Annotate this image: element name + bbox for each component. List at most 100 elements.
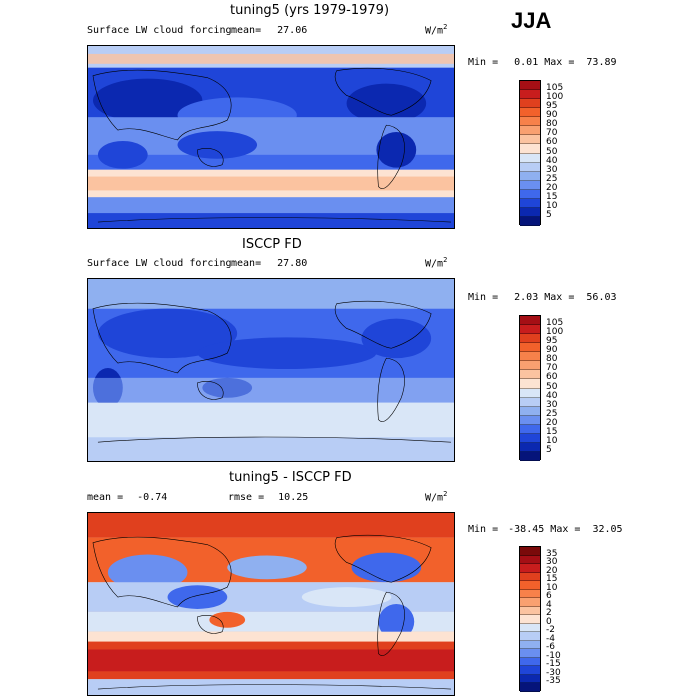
colorbar-label: 90	[546, 110, 558, 121]
panel-3-colorbar	[519, 546, 541, 692]
colorbar-label: 70	[546, 128, 558, 139]
colorbar-label: 15	[546, 191, 558, 202]
panel-2-mean-label: mean=	[231, 258, 262, 269]
colorbar-label: 100	[546, 92, 564, 103]
colorbar-cell	[520, 189, 540, 199]
colorbar-label: 105	[546, 318, 564, 329]
panel-2-max-label: Max =	[544, 292, 575, 303]
panel-3-units: W/m2	[425, 490, 447, 503]
colorbar-cell	[520, 666, 540, 675]
panel-3-minmax: Min = -38.45 Max = 32.05	[468, 524, 623, 535]
colorbar-cell	[520, 99, 540, 109]
colorbar-cell	[520, 198, 540, 208]
colorbar-cell	[520, 406, 540, 416]
colorbar-cell	[520, 649, 540, 658]
panel-2-units-base: W/m	[425, 258, 444, 270]
panel-1-mean-value: 27.06	[277, 25, 308, 36]
colorbar-cell	[520, 606, 540, 616]
colorbar-cell	[520, 135, 540, 145]
panel-3-mean: mean = -0.74	[87, 492, 167, 503]
colorbar-label: 2	[546, 608, 552, 619]
panel-3-rmse-label: rmse =	[228, 492, 265, 503]
colorbar-label: 25	[546, 173, 558, 184]
colorbar-label: 5	[546, 209, 552, 220]
colorbar-label: 60	[546, 137, 558, 148]
panel-3-rmse-value: 10.25	[278, 492, 309, 503]
colorbar-cell	[520, 352, 540, 362]
colorbar-label: 15	[546, 574, 558, 585]
panel-1-variable: Surface LW cloud forcing	[87, 25, 232, 36]
colorbar-cell	[520, 674, 540, 684]
colorbar-label: 60	[546, 372, 558, 383]
panel-1-max-label: Max =	[544, 57, 575, 68]
colorbar-cell	[520, 334, 540, 344]
panel-1-map-svg	[88, 46, 454, 228]
panel-1-map	[87, 45, 455, 229]
colorbar-cell	[520, 379, 540, 389]
panel-2-mean-value: 27.80	[277, 258, 308, 269]
colorbar-label: -35	[546, 676, 561, 687]
colorbar-label: 15	[546, 426, 558, 437]
colorbar-cell	[520, 581, 540, 590]
colorbar-cell	[520, 162, 540, 172]
colorbar-label: 100	[546, 327, 564, 338]
colorbar-label: 4	[546, 599, 552, 610]
colorbar-label: -30	[546, 667, 561, 678]
colorbar-cell	[520, 325, 540, 335]
colorbar-cell	[520, 424, 540, 434]
panel-2-units-exp: 2	[443, 256, 448, 264]
colorbar-cell	[520, 153, 540, 163]
panel-1-units-base: W/m	[425, 25, 444, 37]
colorbar-cell	[520, 171, 540, 181]
colorbar-cell	[520, 316, 540, 326]
panel-3-map	[87, 512, 455, 696]
panel-3-units-exp: 2	[443, 490, 448, 498]
panel-3-min-label: Min =	[468, 524, 499, 535]
colorbar-label: -4	[546, 633, 555, 644]
colorbar-cell	[520, 572, 540, 582]
colorbar-cell	[520, 433, 540, 443]
colorbar-cell	[520, 216, 540, 226]
colorbar-label: 20	[546, 182, 558, 193]
colorbar-cell	[520, 683, 540, 692]
colorbar-label: 70	[546, 363, 558, 374]
colorbar-label: 10	[546, 200, 558, 211]
colorbar-label: 95	[546, 101, 558, 112]
colorbar-label: 50	[546, 146, 558, 157]
season-label: JJA	[511, 8, 552, 33]
colorbar-cell	[520, 343, 540, 353]
colorbar-cell	[520, 126, 540, 136]
colorbar-cell	[520, 615, 540, 624]
colorbar-label: 50	[546, 381, 558, 392]
colorbar-cell	[520, 555, 540, 565]
colorbar-label: -6	[546, 642, 555, 653]
colorbar-label: 0	[546, 616, 552, 627]
colorbar-cell	[520, 361, 540, 371]
colorbar-cell	[520, 623, 540, 633]
panel-3-map-svg	[88, 513, 454, 695]
colorbar-label: 30	[546, 164, 558, 175]
colorbar-label: -2	[546, 625, 555, 636]
colorbar-cell	[520, 108, 540, 118]
colorbar-label: 10	[546, 435, 558, 446]
colorbar-cell	[520, 207, 540, 217]
panel-3-title: tuning5 - ISCCP FD	[229, 470, 352, 485]
colorbar-cell	[520, 397, 540, 407]
panel-3-max-value: 32.05	[592, 524, 623, 535]
colorbar-cell	[520, 451, 540, 461]
colorbar-label: 25	[546, 408, 558, 419]
colorbar-cell	[520, 640, 540, 650]
panel-2-min-label: Min =	[468, 292, 499, 303]
panel-3-rmse: rmse = 10.25	[228, 492, 308, 503]
panel-1-min-label: Min =	[468, 57, 499, 68]
panel-1-units-exp: 2	[443, 23, 448, 31]
panel-1-max-value: 73.89	[586, 57, 617, 68]
panel-2-minmax: Min = 2.03 Max = 56.03	[468, 292, 617, 303]
panel-3-max-label: Max =	[550, 524, 581, 535]
colorbar-label: 20	[546, 417, 558, 428]
panel-2-min-value: 2.03	[514, 292, 539, 303]
panel-2-map	[87, 278, 455, 462]
panel-3-min-value: -38.45	[508, 524, 545, 535]
panel-1-minmax: Min = 0.01 Max = 73.89	[468, 57, 617, 68]
colorbar-label: 5	[546, 444, 552, 455]
